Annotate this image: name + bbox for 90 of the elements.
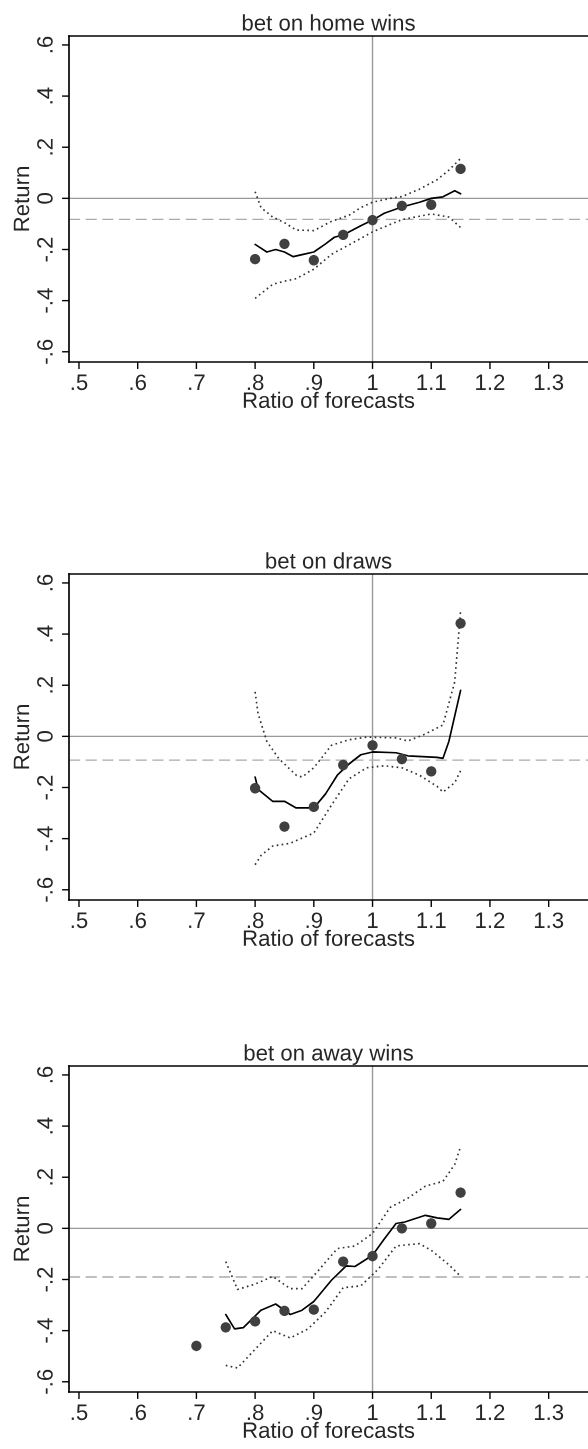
- point: [249, 1316, 261, 1327]
- point: [367, 1251, 378, 1262]
- y-tick-label: .6: [37, 36, 53, 53]
- x-tick-label: .7: [189, 912, 205, 928]
- point: [338, 1256, 349, 1267]
- point: [338, 759, 349, 771]
- y-tick-label: -.6: [37, 1369, 53, 1394]
- point: [455, 1187, 466, 1198]
- line-series: [254, 764, 462, 866]
- line-series: [254, 189, 462, 258]
- y-tick-label: -.6: [37, 877, 53, 902]
- x-tick-label: .8: [247, 374, 264, 391]
- x-tick-label: 1.1: [417, 1404, 446, 1420]
- x-tick-label: 1.2: [476, 1404, 505, 1420]
- chart-title: bet on draws: [266, 552, 392, 569]
- point: [455, 163, 466, 175]
- x-tick-label: 1.3: [534, 374, 564, 391]
- x-tick-label: 1: [368, 374, 378, 390]
- x-tick-label: 1.1: [417, 912, 446, 928]
- x-tick-label: .9: [306, 374, 323, 391]
- point: [426, 766, 437, 777]
- y-tick-label: .6: [37, 574, 53, 591]
- chart-title: bet on home wins: [242, 14, 415, 31]
- line-series: [254, 213, 462, 300]
- x-tick-label: 1: [368, 1404, 378, 1420]
- chart-title: bet on away wins: [244, 1044, 413, 1066]
- y-axis-title: Return: [13, 1197, 30, 1261]
- y-tick-label: 0: [37, 193, 53, 204]
- x-axis-title: Ratio of forecasts: [243, 391, 415, 409]
- y-tick-label: -.4: [37, 288, 53, 313]
- x-tick-label: .8: [247, 912, 264, 929]
- x-tick-label: .5: [71, 374, 88, 391]
- point: [338, 229, 349, 241]
- x-tick-label: .6: [130, 374, 146, 391]
- y-tick-label: .4: [37, 625, 53, 642]
- x-tick-label: 1: [368, 912, 378, 928]
- x-tick-label: 1.2: [476, 374, 505, 390]
- x-tick-label: .5: [71, 1404, 88, 1421]
- point: [308, 801, 319, 813]
- y-tick-label: .2: [37, 677, 53, 693]
- point: [249, 783, 261, 794]
- x-tick-label: 1.2: [476, 912, 505, 928]
- x-tick-label: .6: [130, 912, 146, 929]
- y-tick-label: -.4: [37, 826, 53, 851]
- point: [308, 1304, 319, 1315]
- point: [367, 214, 378, 226]
- line-series: [254, 157, 462, 232]
- y-tick-label: .2: [37, 1169, 53, 1185]
- x-tick-label: .9: [306, 1404, 323, 1421]
- point: [279, 821, 290, 832]
- x-tick-label: .6: [130, 1404, 146, 1421]
- x-tick-label: 1.3: [534, 912, 564, 929]
- line-series: [224, 1242, 462, 1369]
- x-tick-label: .9: [306, 912, 323, 929]
- y-tick-label: .2: [37, 139, 53, 155]
- y-tick-label: 0: [37, 731, 53, 742]
- y-tick-label: -.2: [37, 775, 53, 800]
- y-tick-label: -.6: [37, 339, 53, 364]
- point: [396, 200, 408, 211]
- y-axis-title: Return: [13, 705, 30, 769]
- y-tick-label: -.4: [37, 1318, 53, 1343]
- point: [396, 1223, 408, 1234]
- x-tick-label: 1.3: [534, 1404, 564, 1421]
- point: [249, 254, 261, 265]
- x-tick-label: .7: [189, 1404, 205, 1420]
- point: [279, 1305, 290, 1317]
- point: [367, 740, 378, 751]
- x-tick-label: .5: [71, 912, 88, 929]
- point: [308, 255, 319, 266]
- x-axis-title: Ratio of forecasts: [243, 929, 415, 947]
- y-axis-title: Return: [13, 167, 30, 231]
- y-tick-label: .4: [37, 1117, 53, 1134]
- y-tick-label: -.2: [37, 237, 53, 262]
- line-series: [224, 1208, 462, 1330]
- point: [426, 1218, 437, 1229]
- x-tick-label: 1.1: [417, 374, 446, 390]
- point: [455, 618, 466, 629]
- x-tick-label: .7: [189, 374, 205, 390]
- point: [220, 1322, 231, 1333]
- point: [191, 1340, 202, 1352]
- point: [279, 238, 290, 250]
- y-tick-label: 0: [37, 1223, 53, 1234]
- line-series: [254, 610, 462, 778]
- point: [426, 199, 437, 210]
- y-tick-label: .6: [37, 1066, 53, 1083]
- x-axis-title: Ratio of forecasts: [243, 1421, 415, 1439]
- y-tick-label: -.2: [37, 1267, 53, 1292]
- point: [396, 753, 408, 765]
- x-tick-label: .8: [247, 1404, 264, 1421]
- y-tick-label: .4: [37, 87, 53, 104]
